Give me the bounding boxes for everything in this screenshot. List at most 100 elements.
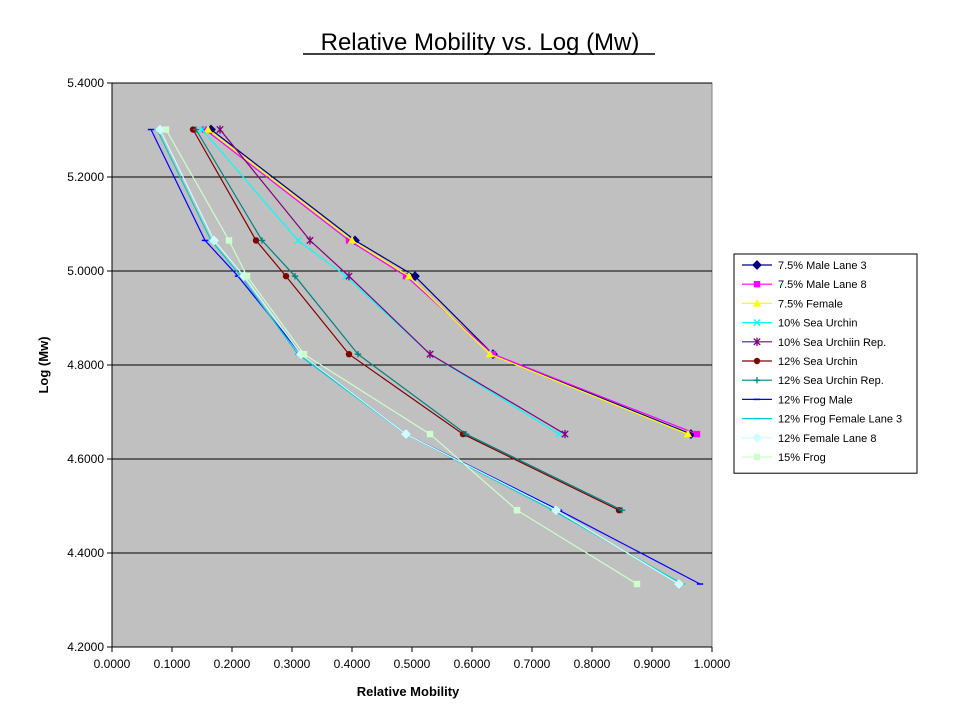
data-point — [300, 350, 308, 358]
x-axis-title: Relative Mobility — [357, 684, 460, 699]
series-layer — [147, 124, 704, 589]
legend-swatch-marker — [753, 453, 761, 461]
legend-label: 7.5% Male Lane 8 — [778, 279, 867, 291]
legend-entry: 10% Sea Urchiin Rep. — [742, 337, 886, 349]
data-point — [201, 126, 209, 133]
series-line — [195, 129, 623, 511]
x-tick-label: 0.0000 — [94, 657, 131, 671]
y-tick-label: 5.0000 — [67, 264, 104, 278]
y-tick-label: 4.8000 — [67, 358, 104, 372]
data-point — [410, 271, 420, 282]
data-point — [225, 237, 233, 244]
axes — [111, 83, 712, 648]
data-point — [294, 236, 302, 245]
chart-title: Relative Mobility vs. Log (Mw) — [321, 29, 640, 56]
data-point — [345, 271, 353, 281]
legend-label: 7.5% Male Lane 3 — [778, 260, 867, 272]
legend-entry: 12% Frog Female Lane 3 — [742, 414, 902, 426]
legend-entry: 15% Frog — [742, 452, 826, 464]
x-tick-label: 0.3000 — [274, 657, 311, 671]
data-point — [345, 350, 353, 358]
legend-entry: 12% Sea Urchin — [742, 356, 858, 368]
data-point — [252, 237, 260, 244]
legend-swatch-marker — [752, 260, 762, 270]
series-2 — [201, 126, 701, 438]
y-tick-label: 4.2000 — [67, 640, 104, 654]
x-tick-label: 0.6000 — [454, 657, 491, 671]
y-tick-label: 4.4000 — [67, 546, 104, 560]
gridlines — [107, 82, 713, 652]
legend-box — [733, 253, 918, 474]
data-point — [551, 505, 561, 516]
data-point — [561, 429, 569, 439]
y-tick-label: 4.6000 — [67, 452, 104, 466]
x-tick-label: 0.7000 — [514, 657, 551, 671]
series-line — [192, 129, 620, 511]
y-tick-label: 5.4000 — [67, 76, 104, 90]
data-point — [404, 271, 414, 280]
data-point — [162, 126, 170, 133]
y-tick-labels: 4.2000 4.4000 4.6000 4.8000 5.0000 5.2000 5.40… — [67, 76, 104, 654]
x-tick-labels: 0.0000 0.1000 0.2000 0.3000 0.4000 0.5000 0.60… — [94, 657, 731, 671]
legend-label: 10% Sea Urchiin Rep. — [778, 337, 886, 349]
legend-label: 12% Sea Urchin Rep. — [778, 375, 884, 387]
data-point — [354, 350, 362, 358]
data-point — [291, 272, 299, 280]
data-point — [489, 350, 497, 358]
series-6 — [189, 126, 623, 514]
legend-entry: 7.5% Male Lane 3 — [742, 260, 867, 272]
data-point — [426, 430, 434, 438]
x-tick-label: 0.2000 — [214, 657, 251, 671]
legend: 7.5% Male Lane 3 7.5% Male Lane 8 7.5% Fem… — [733, 253, 918, 474]
y-tick-label: 5.2000 — [67, 170, 104, 184]
data-point — [258, 237, 266, 244]
y-axis-title: Log (Mw) — [36, 336, 51, 393]
x-tick-label: 0.8000 — [574, 657, 611, 671]
data-point — [209, 235, 219, 246]
data-point — [618, 507, 626, 514]
legend-swatch-marker — [753, 318, 761, 327]
legend-swatch-marker — [752, 432, 762, 443]
data-point — [306, 236, 314, 245]
data-point — [243, 272, 251, 280]
legend-entry: 10% Sea Urchin — [742, 318, 858, 330]
legend-entry: 12% Female Lane 8 — [742, 433, 876, 445]
legend-entry: 12% Frog Male — [742, 394, 853, 406]
series-3 — [203, 125, 693, 438]
x-tick-label: 0.1000 — [154, 657, 191, 671]
data-point — [347, 236, 357, 244]
data-point — [192, 126, 200, 133]
data-point — [485, 349, 495, 358]
data-point — [633, 580, 641, 588]
data-point — [282, 272, 290, 280]
data-point — [683, 429, 693, 438]
data-point — [513, 507, 521, 514]
legend-entry: 7.5% Female — [742, 298, 843, 310]
legend-swatch-marker — [753, 281, 761, 288]
data-point — [426, 349, 434, 359]
legend-label: 15% Frog — [778, 452, 826, 464]
legend-swatch-marker — [752, 299, 762, 307]
series-5 — [216, 125, 569, 439]
data-point — [693, 430, 701, 438]
data-point — [402, 272, 410, 280]
legend-label: 12% Frog Male — [778, 394, 853, 406]
legend-label: 12% Female Lane 8 — [778, 433, 876, 445]
legend-swatch-marker — [753, 357, 761, 365]
legend-swatch-marker — [753, 337, 761, 346]
x-tick-label: 1.0000 — [694, 657, 731, 671]
legend-swatch-marker — [753, 377, 761, 384]
legend-label: 10% Sea Urchin — [778, 318, 858, 330]
data-point — [203, 125, 213, 133]
data-point — [198, 125, 206, 134]
legend-entry: 12% Sea Urchin Rep. — [742, 375, 884, 387]
data-point — [345, 237, 353, 244]
legend-entry: 7.5% Male Lane 8 — [742, 279, 867, 291]
legend-label: 7.5% Female — [778, 298, 843, 310]
series-11 — [162, 126, 641, 588]
series-7 — [192, 126, 626, 514]
x-tick-label: 0.9000 — [634, 657, 671, 671]
data-point — [401, 429, 411, 439]
x-tick-label: 0.4000 — [334, 657, 371, 671]
